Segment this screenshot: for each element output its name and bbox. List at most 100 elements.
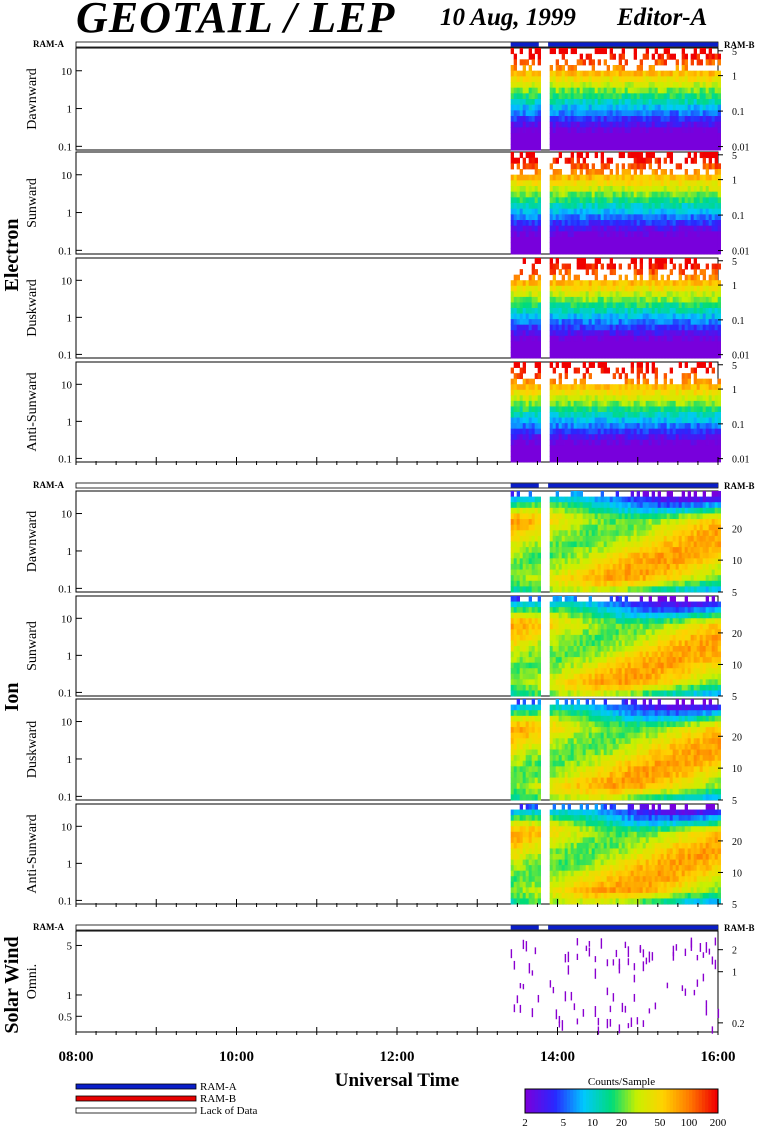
data-point (555, 138, 559, 145)
data-point (510, 110, 514, 117)
data-point (531, 558, 535, 565)
data-point (717, 104, 721, 111)
data-point (570, 65, 574, 72)
data-point (675, 82, 679, 89)
data-point (639, 163, 643, 170)
data-point (567, 335, 571, 342)
data-point (645, 208, 649, 215)
data-point (705, 445, 709, 452)
data-point (639, 406, 643, 413)
data-point (516, 76, 520, 83)
data-point (513, 248, 517, 255)
data-point (534, 237, 538, 244)
data-point (555, 285, 559, 292)
data-point (552, 580, 556, 587)
data-point (549, 502, 553, 509)
data-point (594, 225, 598, 232)
data-point (657, 291, 661, 298)
data-point (561, 237, 565, 244)
data-point (654, 445, 658, 452)
data-point (621, 152, 625, 159)
data-point (591, 313, 595, 320)
data-point (660, 302, 664, 309)
data-point (642, 412, 646, 418)
data-point (693, 214, 697, 221)
data-point (687, 308, 691, 314)
data-point (552, 231, 556, 238)
data-point (711, 456, 715, 463)
data-point (651, 412, 655, 418)
data-point (561, 346, 565, 353)
data-point (648, 180, 652, 187)
data-point (705, 450, 709, 457)
data-point (591, 412, 595, 418)
data-point (606, 157, 610, 164)
data-point (714, 110, 718, 117)
data-point (678, 439, 682, 446)
data-point (606, 231, 610, 238)
data-point (624, 519, 628, 526)
data-point (552, 191, 556, 198)
data-point (612, 191, 616, 198)
data-point (558, 285, 562, 292)
data-point (606, 324, 610, 331)
data-point (600, 496, 604, 503)
data-point (690, 291, 694, 298)
data-point (549, 319, 553, 326)
data-point (654, 258, 658, 264)
data-point (606, 248, 610, 255)
data-point (606, 237, 610, 244)
data-point (516, 291, 520, 298)
data-point (528, 330, 532, 337)
data-point (603, 231, 607, 238)
data-point (582, 434, 586, 441)
data-point (687, 428, 691, 435)
data-point (648, 65, 652, 72)
data-point (717, 341, 721, 348)
data-point (534, 197, 538, 204)
data-point (555, 547, 559, 554)
data-point (651, 180, 655, 187)
data-point (594, 507, 598, 514)
data-point (717, 82, 721, 89)
data-point (630, 378, 634, 385)
data-point (669, 138, 673, 145)
data-point (714, 341, 718, 348)
data-point (585, 121, 589, 128)
data-point (699, 133, 703, 140)
data-point (522, 302, 526, 309)
data-point (513, 104, 517, 111)
data-point (627, 144, 631, 151)
data-point (642, 330, 646, 337)
data-point (666, 335, 670, 342)
data-point (636, 423, 640, 430)
data-point (630, 502, 634, 509)
data-point (621, 144, 625, 151)
data-point (519, 439, 523, 446)
data-point (672, 138, 676, 145)
data-point (591, 552, 595, 559)
data-point (618, 133, 622, 140)
data-point (558, 214, 562, 221)
data-point (705, 302, 709, 309)
data-point (597, 99, 601, 106)
data-point (528, 439, 532, 446)
data-point (618, 434, 622, 441)
data-point (531, 248, 535, 255)
data-point (633, 214, 637, 221)
data-point (513, 191, 517, 198)
data-point (699, 330, 703, 337)
data-point (597, 496, 601, 503)
data-point (537, 352, 541, 359)
data-point (639, 384, 643, 391)
data-point (570, 280, 574, 287)
data-point (537, 496, 541, 503)
data-point (603, 163, 607, 170)
data-point (660, 274, 664, 281)
data-point (528, 186, 532, 193)
data-point (693, 434, 697, 441)
data-point (648, 76, 652, 83)
data-point (573, 127, 577, 134)
data-point (534, 519, 538, 526)
data-point (552, 439, 556, 446)
